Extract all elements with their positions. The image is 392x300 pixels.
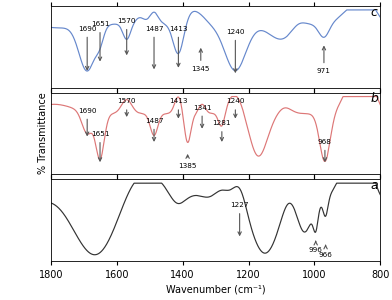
Text: 1651: 1651 [91,21,109,60]
Text: 1227: 1227 [230,202,249,235]
Text: 1240: 1240 [226,29,245,72]
Text: 1385: 1385 [178,155,197,169]
Text: b: b [370,92,378,105]
Text: 1690: 1690 [78,108,96,135]
Text: 1345: 1345 [192,49,210,72]
Text: 996: 996 [309,241,323,253]
Text: 1570: 1570 [118,98,136,116]
Text: a: a [370,179,378,192]
Text: 1281: 1281 [212,120,231,141]
Text: 1413: 1413 [169,98,188,117]
Text: 1413: 1413 [169,26,188,67]
Text: 1341: 1341 [193,104,211,128]
Text: c: c [370,6,377,19]
X-axis label: Wavenumber (cm⁻¹): Wavenumber (cm⁻¹) [166,284,265,294]
Text: 968: 968 [318,139,332,161]
Y-axis label: % Transmittance: % Transmittance [38,93,48,174]
Text: 1651: 1651 [91,131,109,161]
Text: 1570: 1570 [118,18,136,54]
Text: 1690: 1690 [78,26,96,70]
Text: 1240: 1240 [226,98,245,117]
Text: 966: 966 [319,245,332,258]
Text: 971: 971 [317,46,331,74]
Text: 1487: 1487 [145,118,163,141]
Text: 1487: 1487 [145,26,163,68]
